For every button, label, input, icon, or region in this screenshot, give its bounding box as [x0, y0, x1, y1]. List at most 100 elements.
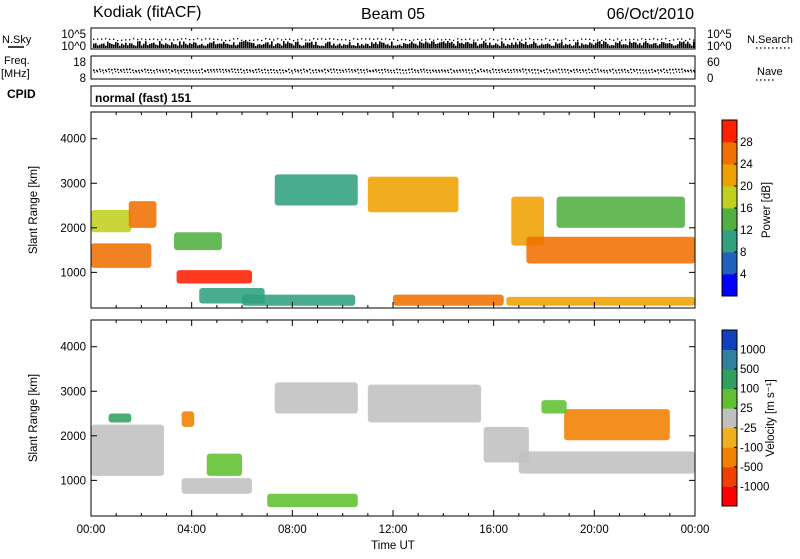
freq-dot	[663, 68, 665, 71]
noise-bar	[363, 45, 365, 48]
freq-dot	[615, 69, 617, 72]
noise-bar	[93, 43, 95, 48]
noise-bar	[655, 43, 657, 48]
power-region-6	[242, 294, 356, 306]
freq-dot	[198, 69, 200, 72]
noise-dot	[213, 38, 215, 40]
noise-bar	[147, 45, 149, 48]
velocity-region-10	[564, 409, 670, 441]
velocity-bar-swatch	[722, 330, 737, 350]
noise-dot	[693, 39, 695, 41]
noise-bar	[197, 45, 199, 48]
noise-bar	[523, 44, 525, 48]
noise-bar	[527, 45, 529, 48]
noise-bar	[241, 41, 243, 48]
velocity-bar-swatch	[722, 447, 737, 468]
nave-dot	[484, 71, 486, 73]
noise-bar	[269, 44, 271, 48]
noise-dot	[533, 38, 535, 41]
freq-dot	[207, 69, 209, 71]
nsky-label: N.Sky	[2, 34, 32, 46]
freq-dot	[297, 69, 299, 72]
power-region-3	[174, 232, 222, 251]
noise-bar	[371, 42, 373, 48]
noise-bar	[537, 45, 539, 48]
nave-dot	[571, 71, 573, 73]
freq-dot	[582, 69, 584, 71]
freq-dot	[153, 69, 155, 72]
noise-dot	[129, 39, 131, 41]
nave-dot	[160, 71, 162, 73]
noise-bar	[403, 42, 405, 48]
noise-bar	[153, 42, 155, 48]
noise-bar	[483, 41, 485, 48]
freq-dot	[627, 69, 629, 72]
freq-dot	[321, 69, 323, 72]
noise-bar	[257, 44, 259, 48]
nave-dot	[109, 71, 111, 73]
freq-dot	[204, 69, 206, 72]
noise-dot	[305, 39, 307, 41]
nave-dot	[394, 72, 396, 74]
noise-bar	[445, 43, 447, 48]
freq-dot	[273, 69, 275, 71]
x-tick-label: 08:00	[278, 524, 307, 536]
nave-dot	[640, 72, 642, 74]
noise-bar	[457, 41, 459, 48]
nave-dot	[283, 72, 285, 74]
noise-dot	[613, 39, 615, 41]
noise-bar	[539, 45, 541, 48]
nave-dot	[685, 71, 687, 73]
noise-bar	[535, 43, 537, 48]
velocity-bar-swatch	[722, 388, 737, 409]
noise-bar	[451, 41, 453, 48]
nave-dot	[619, 72, 621, 74]
noise-bar	[489, 42, 491, 48]
noise-bar	[105, 45, 107, 48]
noise-dot	[401, 38, 403, 41]
nave-dot	[508, 71, 510, 74]
freq-dot	[114, 68, 116, 71]
nave-dot	[655, 71, 657, 73]
freq-dot	[216, 68, 218, 71]
date-title: 06/Oct/2010	[607, 6, 694, 23]
nave-dot	[478, 71, 480, 73]
nave-dot	[211, 71, 213, 73]
noise-bar	[237, 44, 239, 48]
nave-dot	[343, 71, 345, 73]
cpid-label: CPID	[7, 87, 36, 101]
power-ylabel: Slant Range [km]	[28, 166, 40, 254]
freq-dot	[417, 69, 419, 72]
noise-bar	[601, 44, 603, 48]
noise-dot	[393, 38, 395, 40]
y-tick-label: 4000	[60, 134, 86, 146]
freq-dot	[237, 68, 239, 71]
nave-dot	[280, 72, 282, 74]
noise-dot	[461, 38, 463, 41]
noise-bar	[443, 41, 445, 48]
nave-dot	[346, 71, 348, 73]
noise-bar	[379, 41, 381, 48]
freq-dot	[567, 69, 569, 71]
freq-dot	[459, 69, 461, 72]
noise-axis-bottom-left: 10^0	[61, 41, 86, 53]
nave-dot	[97, 71, 99, 73]
noise-bar	[125, 42, 127, 48]
noise-bar	[659, 44, 661, 48]
freq-dot	[585, 69, 587, 72]
freq-dot	[576, 68, 578, 71]
noise-dot	[449, 38, 451, 41]
noise-bar	[177, 45, 179, 48]
velocity-bar-tick-label: -100	[740, 442, 763, 454]
freq-dot	[549, 69, 551, 72]
nave-dot	[466, 71, 468, 73]
freq-dot	[687, 69, 689, 72]
noise-bar	[97, 45, 99, 48]
freq-dot	[291, 69, 293, 72]
noise-bar	[123, 44, 125, 48]
x-tick-label: 20:00	[580, 524, 609, 536]
nave-dot	[376, 71, 378, 73]
nave-dot	[181, 71, 183, 73]
noise-dot	[513, 38, 515, 40]
nave-dot	[469, 72, 471, 74]
